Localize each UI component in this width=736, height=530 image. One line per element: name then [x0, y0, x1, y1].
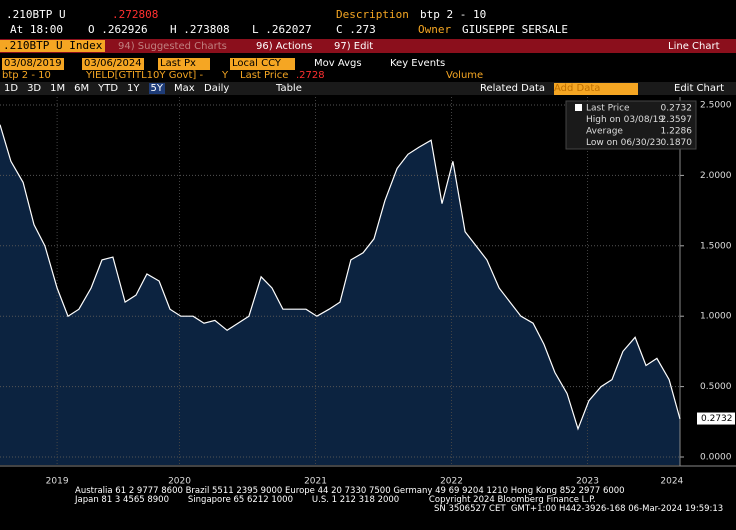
- line: [0, 124, 681, 431]
- area: [0, 124, 680, 465]
- last-label: Last Price: [240, 70, 289, 81]
- ticker: .210BTP U: [6, 8, 66, 21]
- series-source: YIELD[GTITL10Y Govt] -: [86, 70, 204, 81]
- currency[interactable]: Local CCY: [230, 58, 295, 70]
- high: H .273808: [170, 23, 230, 36]
- x-tick-label: 2020: [168, 477, 191, 487]
- y-tick-label: 1.5000: [700, 241, 732, 251]
- related[interactable]: Related Data: [480, 83, 546, 94]
- chart-kind: Line Chart: [668, 41, 720, 52]
- legend-value: 0.2732: [661, 104, 693, 114]
- legend-box: [565, 100, 697, 150]
- frequency[interactable]: Daily: [204, 83, 230, 94]
- legend-label: High on 03/08/19: [586, 115, 664, 125]
- low: L .262027: [252, 23, 312, 36]
- end-date[interactable]: 03/06/2024: [82, 58, 144, 70]
- period-bar: [0, 82, 736, 95]
- legend-label: Low on 06/30/23: [586, 138, 661, 148]
- x-tick-label: 2022: [440, 477, 463, 487]
- close: C .273: [336, 23, 376, 36]
- menu[interactable]: 96) Actions: [256, 41, 313, 52]
- y-tick-label: 0.5000: [700, 382, 732, 392]
- y-tick-label: 2.5000: [700, 101, 732, 111]
- field[interactable]: Last Px: [158, 58, 210, 70]
- price: .272808: [112, 8, 159, 21]
- time: At 18:00: [10, 23, 63, 36]
- last-value-label: 0.2732: [701, 414, 733, 424]
- footer: SN 3506527 CET GMT+1:00 H442-3926-168 06…: [434, 504, 724, 514]
- menu[interactable]: 94) Suggested Charts: [118, 41, 227, 52]
- owner: GIUSEPPE SERSALE: [462, 23, 568, 36]
- volume: Volume: [446, 70, 484, 81]
- y-tick-label: 1.0000: [700, 312, 732, 322]
- period[interactable]: YTD: [98, 83, 119, 94]
- period[interactable]: Max: [174, 83, 195, 94]
- period[interactable]: 1Y: [127, 83, 140, 94]
- description: btp 2 - 10: [420, 8, 487, 21]
- footer: Australia 61 2 9777 8600 Brazil 5511 239…: [75, 486, 625, 496]
- period[interactable]: 3D: [27, 83, 42, 94]
- period[interactable]: 6M: [74, 83, 90, 94]
- x-tick-label: 2024: [660, 477, 683, 487]
- legend-label: Average: [586, 127, 623, 137]
- axis: Y: [222, 70, 229, 81]
- y-tick-label: 2.0000: [700, 171, 732, 181]
- legend-swatch: [575, 104, 582, 111]
- last-value-box: [697, 412, 735, 425]
- toggle[interactable]: Key Events: [390, 58, 446, 69]
- open: O .262926: [88, 23, 148, 36]
- start-date[interactable]: 03/08/2019: [2, 58, 64, 70]
- y-tick-label: 0.0000: [700, 453, 732, 463]
- table[interactable]: Table: [276, 83, 302, 94]
- legend-value: 0.1870: [661, 138, 693, 148]
- x-tick-label: 2019: [46, 477, 69, 487]
- legend-value: 1.2286: [661, 127, 693, 137]
- last: .2728: [296, 70, 325, 81]
- toggle[interactable]: Mov Avgs: [314, 58, 362, 69]
- x-tick-label: 2023: [576, 477, 599, 487]
- security[interactable]: .210BTP U Index: [0, 40, 106, 52]
- series-name: btp 2 - 10: [2, 70, 51, 81]
- label: Description: [336, 8, 409, 21]
- period[interactable]: 5Y: [148, 83, 166, 94]
- x-tick-label: 2021: [304, 477, 327, 487]
- footer: Japan 81 3 4565 8900 Singapore 65 6212 1…: [75, 495, 596, 505]
- label: Owner: [418, 23, 452, 36]
- periods: 1D 3D 1M 6M YTD 1Y 5Y Max: [4, 83, 195, 94]
- edit-chart[interactable]: Edit Chart: [674, 83, 725, 94]
- toolbar: [0, 39, 736, 53]
- legend-value: 2.3597: [661, 115, 693, 125]
- legend-label: Last Price: [586, 104, 630, 114]
- menu[interactable]: 97) Edit: [334, 41, 374, 52]
- period[interactable]: 1M: [50, 83, 66, 94]
- add-data[interactable]: Add Data: [554, 83, 638, 95]
- period[interactable]: 1D: [4, 83, 19, 94]
